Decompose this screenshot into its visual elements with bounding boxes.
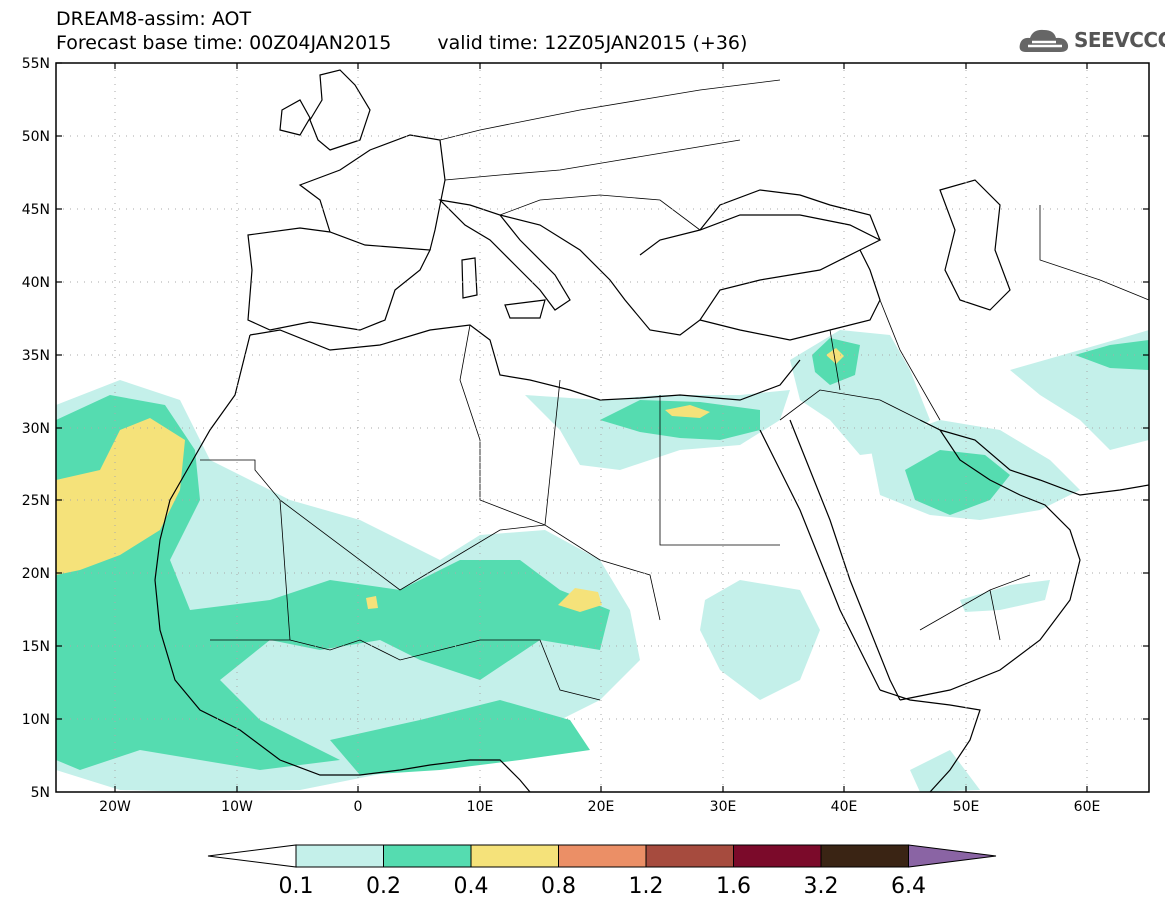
colorbar-swatch [645,844,734,868]
border-middle-east [779,205,1149,421]
coast-france [298,134,446,251]
lon-label: 0 [354,799,363,815]
colorbar-swatch [470,844,559,868]
coast-caspian [939,179,1011,311]
colorbar-swatch [558,844,647,868]
colorbar-over-arrow [908,844,997,868]
country-borders [200,79,1149,701]
lat-label: 30N [22,421,50,437]
aot-low-arabia [960,580,1050,612]
aot-high-chad [558,588,602,612]
colorbar-swatch [820,844,909,868]
colorbar-swatch [733,844,822,868]
graticule [56,63,1149,792]
colorbar-label: 6.4 [891,874,926,899]
colorbar-under-arrow [207,844,297,868]
coast-iberia [247,227,431,331]
colorbar-labels: 0.1 0.2 0.4 0.8 1.2 1.6 3.2 6.4 [279,874,927,899]
coast-ireland [279,99,311,136]
aot-high-mali [366,596,378,609]
border-libya [459,324,561,526]
colorbar-label: 1.2 [629,874,664,899]
lon-label: 20W [99,799,131,815]
coast-red-sea-east [789,419,901,701]
base-time: Forecast base time: 00Z04JAN2015 [56,32,392,54]
colorbar-label: 0.1 [279,874,314,899]
lat-label: 35N [22,348,50,364]
colorbar-label: 1.6 [716,874,751,899]
cloud-icon [1019,29,1069,52]
coastlines [154,69,1149,792]
axis-ticks [56,62,1149,792]
coast-sicily [504,299,546,319]
coast-west-africa [154,334,531,792]
map-title: DREAM8-assim: AOT [56,8,252,30]
map-subtitle: Forecast base time: 00Z04JAN2015 valid ti… [56,32,747,54]
lat-label: 15N [22,639,50,655]
aot-mid-west-africa [56,395,610,770]
aot-mid-egypt [600,400,760,440]
aot-high-syria [826,348,844,364]
lon-label: 10W [221,799,253,815]
colorbar-label: 0.2 [366,874,401,899]
lon-label: 50E [953,799,980,815]
colorbar [207,844,997,868]
colorbar-label: 3.2 [804,874,839,899]
lat-label: 55N [22,56,50,72]
border-sahara [200,395,780,641]
aot-mid-iran [1075,340,1149,370]
coast-red-sea-west [759,429,881,691]
coast-italy [438,199,571,311]
coast-iran [939,429,1149,496]
lon-labels: 20W 10W 0 10E 20E 30E 40E 50E 60E [99,799,1100,815]
colorbar-swatch [295,844,384,868]
lat-label: 5N [31,785,50,801]
border-arabia [919,574,1031,641]
lat-label: 40N [22,275,50,291]
lon-label: 60E [1074,799,1101,815]
lon-label: 40E [831,799,858,815]
coast-britain [309,69,371,151]
lat-label: 20N [22,566,50,582]
aot-field [56,330,1149,792]
coast-balkans [499,214,882,336]
lat-label: 45N [22,202,50,218]
aot-high-egypt [665,405,710,418]
aot-low-somalia [910,750,980,792]
lat-label: 25N [22,493,50,509]
aot-low-sudan [700,580,820,700]
colorbar-swatch [383,844,472,868]
coast-turkey [699,249,881,341]
lat-label: 10N [22,712,50,728]
aot-high-atlantic [56,418,185,575]
valid-time: valid time: 12Z05JAN2015 (+36) [437,32,748,54]
lat-label: 50N [22,129,50,145]
coast-horn [879,689,981,792]
lat-labels: 55N 50N 45N 40N 35N 30N 25N 20N 15N 10N … [22,56,50,801]
logo-text: SEEVCCC [1074,28,1165,52]
coast-arabia [899,419,1081,701]
lon-label: 20E [588,799,615,815]
colorbar-label: 0.8 [541,874,576,899]
aot-mid-gulf [905,450,1010,515]
coast-black-sea [699,189,881,241]
colorbar-label: 0.4 [454,874,489,899]
coast-north-africa [249,324,801,401]
coast-sardinia [461,257,478,299]
lon-label: 10E [467,799,494,815]
seevccc-logo: SEEVCCC [1018,24,1165,58]
border-sahel [210,639,601,701]
border-europe [439,79,781,231]
lon-label: 30E [710,799,737,815]
